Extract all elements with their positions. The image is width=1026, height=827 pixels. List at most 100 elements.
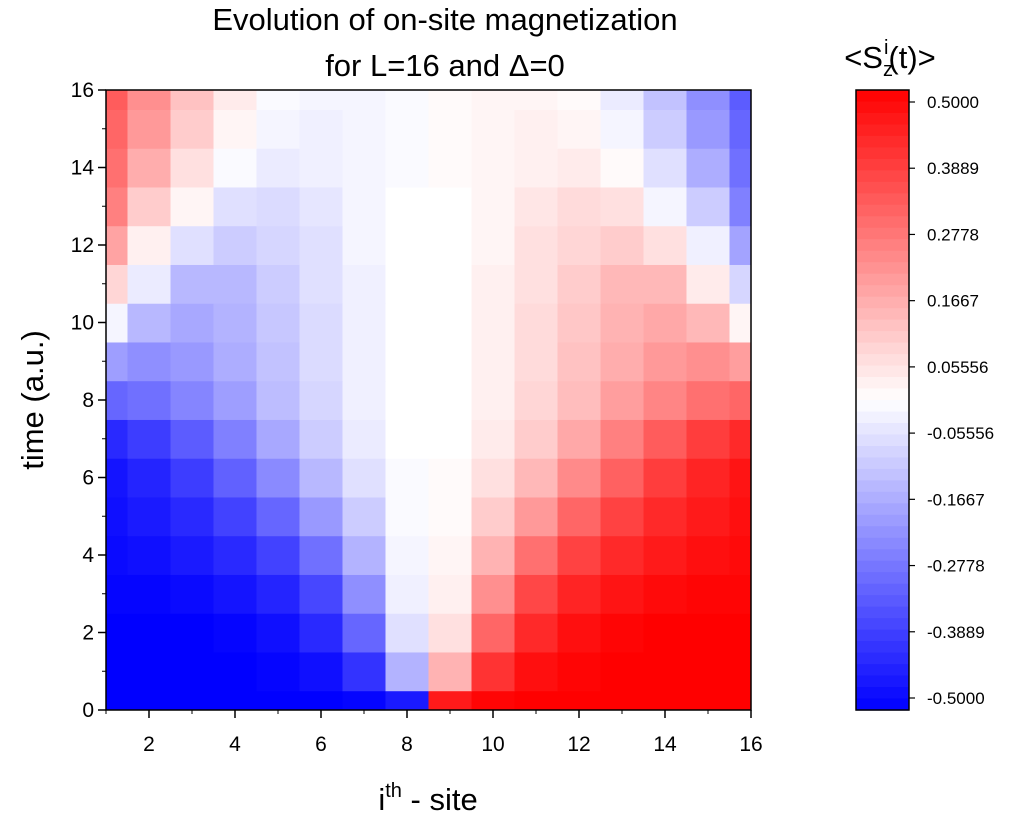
heatmap-cell xyxy=(643,303,688,343)
x-tick-label: 10 xyxy=(481,733,504,756)
x-tick-label: 2 xyxy=(143,733,155,756)
heatmap-cell xyxy=(127,613,172,653)
colorbar-band xyxy=(856,664,909,677)
heatmap-cell xyxy=(514,148,559,188)
heatmap-cell xyxy=(299,458,344,498)
heatmap-cell xyxy=(471,458,516,498)
y-tick-label: 4 xyxy=(82,544,94,567)
heatmap-cell xyxy=(428,109,473,149)
heatmap-cell xyxy=(600,225,645,265)
heatmap-cell xyxy=(106,109,129,149)
heatmap-cell xyxy=(557,458,602,498)
colorbar-band xyxy=(856,503,909,516)
colorbar-band xyxy=(856,124,909,137)
heatmap-cell xyxy=(686,303,731,343)
heatmap-cell xyxy=(342,613,387,653)
heatmap-cell xyxy=(385,690,430,710)
heatmap-cell xyxy=(471,90,516,110)
heatmap-cell xyxy=(385,303,430,343)
heatmap-cell xyxy=(686,613,731,653)
heatmap-cell xyxy=(514,651,559,692)
heatmap-cell xyxy=(428,496,473,537)
heatmap-cell xyxy=(170,303,215,343)
heatmap-cell xyxy=(170,264,215,304)
heatmap-cell xyxy=(686,109,731,149)
heatmap-cell xyxy=(299,90,344,110)
colorbar-band xyxy=(856,170,909,183)
heatmap-cell xyxy=(471,264,516,304)
heatmap-cell xyxy=(686,458,731,498)
heatmap-cell xyxy=(256,264,301,304)
colorbar xyxy=(856,90,909,711)
heatmap-cell xyxy=(428,419,473,459)
heatmap-cell xyxy=(557,303,602,343)
colorbar-band xyxy=(856,595,909,608)
heatmap-cell xyxy=(643,148,688,188)
colorbar-band xyxy=(856,147,909,160)
heatmap-cell xyxy=(686,535,731,575)
y-tick-label: 0 xyxy=(82,699,94,722)
heatmap-cell xyxy=(127,496,172,537)
heatmap-cell xyxy=(471,419,516,459)
heatmap-cell xyxy=(686,419,731,459)
heatmap-cell xyxy=(428,186,473,227)
heatmap-cell xyxy=(471,109,516,149)
y-tick-label: 12 xyxy=(71,234,94,257)
heatmap-cell xyxy=(557,690,602,710)
heatmap-cell xyxy=(729,341,751,382)
heatmap-cell xyxy=(342,341,387,382)
heatmap-cell xyxy=(170,380,215,420)
heatmap-cell xyxy=(106,186,129,227)
colorbar-band xyxy=(856,468,909,481)
heatmap-cell xyxy=(557,264,602,304)
heatmap-cell xyxy=(256,458,301,498)
heatmap-cell xyxy=(729,651,751,692)
heatmap-cell xyxy=(385,496,430,537)
heatmap-cell xyxy=(299,613,344,653)
heatmap-cell xyxy=(213,148,258,188)
heatmap-cell xyxy=(557,574,602,614)
x-axis-label-rest: - site xyxy=(402,782,478,817)
colorbar-band xyxy=(856,514,909,527)
heatmap-cell xyxy=(299,303,344,343)
heatmap-cell xyxy=(686,690,731,710)
colorbar-band xyxy=(856,652,909,665)
heatmap-cell xyxy=(471,303,516,343)
heatmap-cell xyxy=(213,613,258,653)
heatmap-cell xyxy=(514,264,559,304)
heatmap-cell xyxy=(600,419,645,459)
colorbar-band xyxy=(856,273,909,286)
heatmap-cell xyxy=(127,90,172,110)
colorbar-tick-label: 0.05556 xyxy=(927,358,988,377)
heatmap-cell xyxy=(170,574,215,614)
colorbar-band xyxy=(856,181,909,194)
heatmap-cell xyxy=(256,380,301,420)
colorbar-band xyxy=(856,641,909,654)
heatmap-cell xyxy=(686,496,731,537)
heatmap-cell xyxy=(600,535,645,575)
heatmap-cell xyxy=(256,109,301,149)
heatmap-cell xyxy=(170,419,215,459)
heatmap-cell xyxy=(127,574,172,614)
heatmap-cell xyxy=(686,574,731,614)
heatmap-cell xyxy=(127,264,172,304)
colorbar-band xyxy=(856,606,909,619)
heatmap-cell xyxy=(471,380,516,420)
x-tick-label: 14 xyxy=(653,733,677,756)
heatmap-cell xyxy=(106,341,129,382)
heatmap-cell xyxy=(385,341,430,382)
colorbar-label-sub: z xyxy=(883,59,893,81)
heatmap-cell xyxy=(643,90,688,110)
heatmap-cell xyxy=(643,574,688,614)
heatmap-cell xyxy=(557,613,602,653)
heatmap-cell xyxy=(471,186,516,227)
heatmap-cell xyxy=(106,303,129,343)
chart-title-line2: for L=16 and Δ=0 xyxy=(325,48,565,83)
colorbar-band xyxy=(856,572,909,585)
colorbar-tick-label: 0.2778 xyxy=(927,225,979,244)
colorbar-band xyxy=(856,262,909,275)
heatmap-cell xyxy=(514,109,559,149)
heatmap-cell xyxy=(600,186,645,227)
heatmap-cell xyxy=(729,186,751,227)
